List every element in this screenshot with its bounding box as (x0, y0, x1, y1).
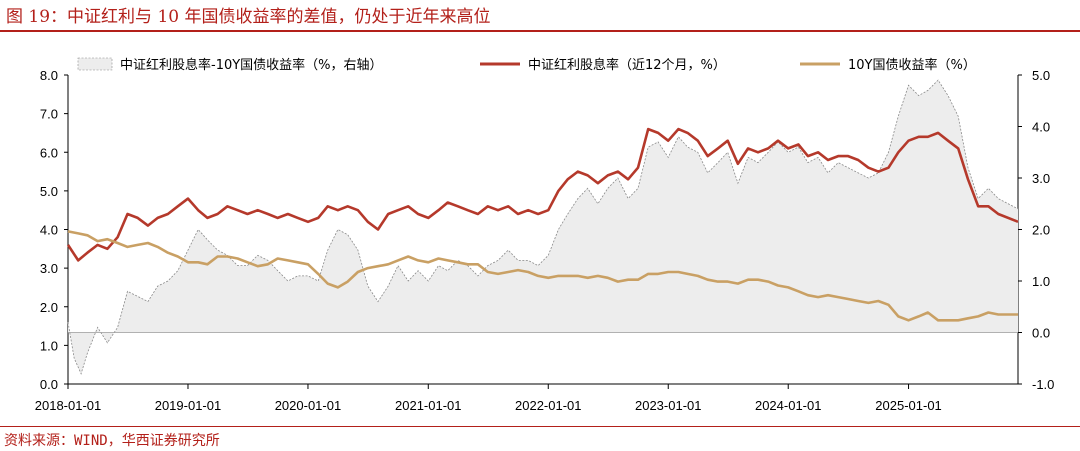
y-left-tick-label: 7.0 (40, 107, 58, 122)
x-tick-label: 2019-01-01 (155, 398, 222, 413)
y-right-tick-label: 1.0 (1032, 274, 1050, 289)
series-dividend-yield-line (66, 127, 1019, 262)
x-tick-label: 2024-01-01 (755, 398, 822, 413)
y-left-tick-label: 6.0 (40, 145, 58, 160)
chart-plot-area (66, 79, 1019, 375)
x-tick-label: 2023-01-01 (635, 398, 702, 413)
y-right-tick-label: 3.0 (1032, 171, 1050, 186)
series-bond-yield-line (67, 230, 1018, 322)
y-left-tick-label: 2.0 (40, 300, 58, 315)
x-tick-label: 2021-01-01 (395, 398, 462, 413)
chart-legend: 中证红利股息率-10Y国债收益率（%，右轴） 中证红利股息率（近12个月，%） 10… (77, 57, 976, 73)
series-spread-outline (67, 79, 1019, 375)
legend-label: 中证红利股息率（近12个月，%） (528, 57, 726, 73)
y-left-tick-label: 5.0 (40, 184, 58, 199)
y-left-tick-label: 8.0 (40, 68, 58, 83)
legend-label: 10Y国债收益率（%） (848, 57, 976, 73)
y-left-tick-label: 3.0 (40, 261, 58, 276)
legend-swatch-spread (77, 57, 113, 71)
source-note: 资料来源：WIND，华西证券研究所 (4, 433, 220, 449)
y-right-tick-label: 0.0 (1032, 326, 1050, 341)
x-tick-label: 2020-01-01 (275, 398, 342, 413)
y-right-tick-label: -1.0 (1032, 377, 1054, 392)
y-left-tick-label: 0.0 (40, 377, 58, 392)
x-tick-label: 2022-01-01 (515, 398, 582, 413)
page-title: 图 19：中证红利与 10 年国债收益率的差值，仍处于近年来高位 (6, 7, 491, 27)
title-rule (0, 30, 1080, 32)
y-left-tick-label: 4.0 (40, 223, 58, 238)
y-right-tick-label: 4.0 (1032, 120, 1050, 135)
chart-axes: 8.0 7.0 6.0 5.0 4.0 3.0 2.0 1.0 0.0 5.0 4.0 3.0 2.0 1… (35, 68, 1055, 413)
y-right-tick-label: 2.0 (1032, 223, 1050, 238)
x-tick-label: 2018-01-01 (35, 398, 102, 413)
x-tick-label: 2025-01-01 (875, 398, 942, 413)
footer-rule (0, 426, 1080, 427)
series-spread-area (68, 80, 1018, 374)
y-left-tick-label: 1.0 (40, 338, 58, 353)
y-right-tick-label: 5.0 (1032, 68, 1050, 83)
legend-label: 中证红利股息率-10Y国债收益率（%，右轴） (120, 57, 383, 73)
